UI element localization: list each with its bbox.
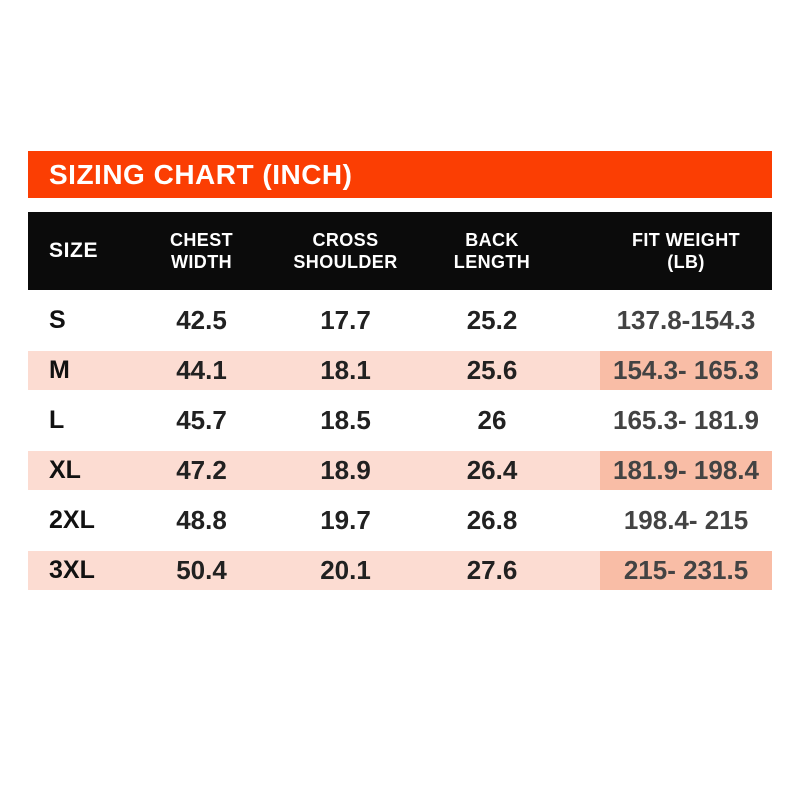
table-row-3xl: 3XL 50.4 20.1 27.6 215- 231.5 [28,540,772,590]
column-header-size: SIZE [49,239,99,262]
back-length-cell: 26.8 [466,505,518,535]
chart-title-banner: SIZING CHART (INCH) [28,151,772,198]
chest-width-cell: 47.2 [176,455,227,485]
fit-weight-cell: 198.4- 215 [623,505,749,535]
fit-weight-cell: 181.9- 198.4 [600,451,772,490]
cross-shoulder-cell: 19.7 [320,505,371,535]
chest-width-cell: 44.1 [176,355,227,385]
size-cell: XL [49,456,81,484]
size-cell: M [49,356,70,384]
column-header-fit-weight: FIT WEIGHT (LB) [632,230,740,272]
table-body: S 42.5 17.7 25.2 137.8-154.3 M 44.1 18.1… [28,290,772,590]
fit-weight-cell: 137.8-154.3 [616,305,756,335]
chart-title: SIZING CHART (INCH) [49,158,353,190]
cross-shoulder-cell: 18.9 [320,455,371,485]
column-header-chest-width: CHEST WIDTH [169,230,233,272]
back-length-cell: 27.6 [466,555,518,585]
chest-width-cell: 45.7 [176,405,227,435]
table-row-m: M 44.1 18.1 25.6 154.3- 165.3 [28,340,772,390]
back-length-cell: 26.4 [466,455,518,485]
table-row-s: S 42.5 17.7 25.2 137.8-154.3 [28,290,772,340]
chest-width-cell: 50.4 [176,555,227,585]
back-length-cell: 26 [477,405,507,435]
table-row-l: L 45.7 18.5 26 165.3- 181.9 [28,390,772,440]
size-cell: L [49,406,65,434]
size-cell: 2XL [49,506,95,534]
cross-shoulder-cell: 18.1 [320,355,371,385]
column-header-back-length: BACK LENGTH [453,230,531,272]
cross-shoulder-cell: 20.1 [320,555,371,585]
size-cell: S [49,306,66,334]
size-cell: 3XL [49,556,95,584]
table-row-2xl: 2XL 48.8 19.7 26.8 198.4- 215 [28,490,772,540]
back-length-cell: 25.2 [466,305,518,335]
chest-width-cell: 48.8 [176,505,227,535]
back-length-cell: 25.6 [466,355,518,385]
chest-width-cell: 42.5 [176,305,227,335]
table-row-xl: XL 47.2 18.9 26.4 181.9- 198.4 [28,440,772,490]
table-header-row: SIZE CHEST WIDTH CROSS SHOULDER BACK LEN… [28,212,772,290]
column-header-cross-shoulder: CROSS SHOULDER [293,230,398,272]
cross-shoulder-cell: 17.7 [320,305,371,335]
sizing-chart: SIZING CHART (INCH) SIZE CHEST WIDTH CRO… [28,151,772,590]
fit-weight-cell: 165.3- 181.9 [612,405,759,435]
cross-shoulder-cell: 18.5 [320,405,371,435]
fit-weight-cell: 215- 231.5 [600,551,772,590]
fit-weight-cell: 154.3- 165.3 [600,351,772,390]
